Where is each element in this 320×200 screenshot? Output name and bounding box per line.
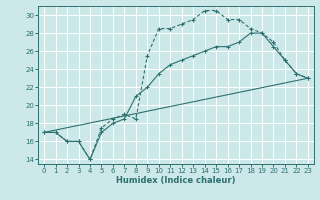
X-axis label: Humidex (Indice chaleur): Humidex (Indice chaleur) xyxy=(116,176,236,185)
